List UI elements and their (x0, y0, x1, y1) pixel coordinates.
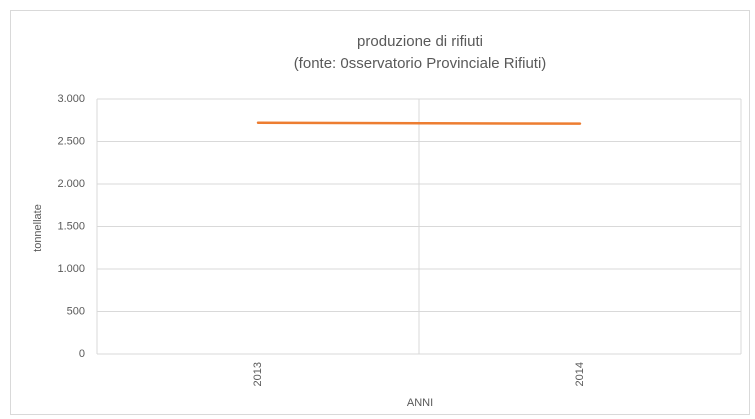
y-tick-label: 0 (79, 348, 85, 360)
x-axis-label: ANNI (407, 397, 433, 409)
y-tick-label: 500 (67, 305, 85, 317)
x-tick-label: 2013 (252, 362, 264, 386)
y-tick-label: 2.000 (57, 178, 85, 190)
y-tick-label: 1.000 (57, 263, 85, 275)
line (256, 121, 582, 125)
y-tick-label: 2.500 (57, 135, 85, 147)
y-axis-label: tonnellate (32, 204, 44, 252)
y-tick-label: 3.000 (57, 93, 85, 105)
x-tick-label: 2014 (574, 362, 586, 386)
y-tick-label: 1.500 (57, 220, 85, 232)
chart-border (10, 10, 750, 415)
chart-title: produzione di rifiuti (357, 33, 483, 50)
chart-subtitle: (fonte: 0sservatorio Provinciale Rifiuti… (294, 55, 547, 72)
